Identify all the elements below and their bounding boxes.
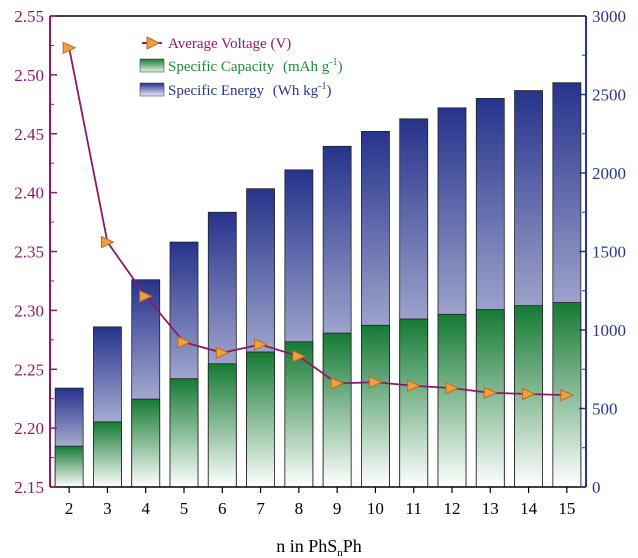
voltage-point-7: [254, 338, 268, 351]
capacity-bar-9: [322, 332, 352, 488]
left-tick-label-2.55: 2.55: [14, 7, 44, 26]
voltage-point-8: [292, 350, 307, 363]
right-tick-label-500: 500: [592, 400, 618, 419]
left-tick-label-2.20: 2.20: [14, 419, 44, 438]
capacity-bar-13: [475, 309, 505, 488]
legend-capacity-label: Specific Capacity (mAh g-1): [168, 57, 343, 75]
right-tick-label-3000: 3000: [592, 7, 626, 26]
right-tick-label-0: 0: [592, 478, 601, 497]
x-tick-label-11: 11: [406, 499, 422, 518]
left-tick-label-2.25: 2.25: [14, 360, 44, 379]
right-tick-label-1000: 1000: [592, 321, 626, 340]
x-tick-label-3: 3: [103, 499, 112, 518]
legend-energy-unit-tail: ): [326, 83, 331, 99]
voltage-point-3: [100, 235, 115, 249]
x-tick-label-13: 13: [482, 499, 499, 518]
x-tick-label-4: 4: [141, 499, 150, 518]
left-tick-label-2.15: 2.15: [14, 478, 44, 497]
capacity-bar-4: [131, 398, 161, 488]
x-tick-label-8: 8: [295, 499, 304, 518]
legend-energy-unit-sup: -1: [318, 81, 326, 92]
voltage-point-14: [522, 387, 536, 401]
left-tick-label-2.30: 2.30: [14, 301, 44, 320]
voltage-point-6: [215, 346, 230, 360]
legend-energy-label: Specific Energy (Wh kg-1): [168, 81, 331, 99]
x-tick-label-6: 6: [218, 499, 227, 518]
legend-energy-swatch: [139, 82, 165, 97]
capacity-bar-3: [93, 421, 122, 488]
legend-capacity-unit: (mAh g: [283, 59, 330, 75]
voltage-point-4: [139, 289, 153, 303]
right-tick-label-2000: 2000: [592, 164, 626, 183]
legend-voltage-label: Average Voltage (V): [168, 36, 291, 52]
x-tick-label-10: 10: [367, 499, 384, 518]
bars-layer: [54, 82, 582, 488]
x-tick-label-5: 5: [180, 499, 189, 518]
legend-energy-unit: (Wh kg: [273, 83, 319, 99]
capacity-bar-5: [169, 378, 199, 488]
x-tick-label-9: 9: [333, 499, 342, 518]
legend-capacity-unit-tail: ): [338, 59, 343, 75]
x-axis-label: n in PhSnPh: [276, 536, 362, 558]
left-tick-label-2.35: 2.35: [14, 243, 44, 262]
x-tick-label-12: 12: [444, 499, 461, 518]
voltage-point-2: [62, 41, 77, 55]
legend: Average Voltage (V) Specific Capacity (m…: [139, 36, 343, 99]
x-tick-label-14: 14: [520, 499, 538, 518]
left-tick-label-2.50: 2.50: [14, 66, 44, 85]
voltage-point-11: [407, 379, 421, 393]
capacity-bar-12: [437, 313, 467, 488]
voltage-point-10: [368, 375, 383, 389]
x-tick-label-2: 2: [65, 499, 74, 518]
left-tick-label-2.40: 2.40: [14, 184, 44, 203]
voltage-line-layer: [62, 41, 575, 402]
capacity-bar-6: [207, 363, 237, 488]
voltage-point-15: [560, 388, 575, 402]
axes-layer: 2.15 2.20 2.25 2.30 2.35 2.40 2.45 2.50 2.55 0 500…: [14, 7, 626, 518]
right-tick-label-1500: 1500: [592, 243, 626, 262]
x-tick-label-7: 7: [256, 499, 265, 518]
x-tick-label-15: 15: [558, 499, 575, 518]
legend-energy-name: Specific Energy: [168, 83, 264, 99]
voltage-point-9: [330, 377, 345, 390]
x-axis-label-main: n in PhS: [276, 536, 337, 556]
capacity-bar-8: [284, 341, 314, 488]
capacity-bar-2: [54, 445, 84, 488]
left-tick-label-2.45: 2.45: [14, 125, 44, 144]
capacity-bar-11: [399, 318, 429, 488]
capacity-bar-10: [361, 324, 390, 488]
x-axis-label-sub: n: [337, 547, 343, 558]
voltage-point-12: [445, 381, 460, 395]
legend-capacity-unit-sup: -1: [329, 57, 337, 68]
legend-voltage-marker: [146, 36, 161, 50]
x-axis-label-tail: Ph: [343, 536, 362, 556]
voltage-point-5: [177, 335, 192, 349]
legend-capacity-swatch: [139, 58, 165, 73]
legend-capacity-name: Specific Capacity: [168, 59, 275, 75]
right-tick-label-2500: 2500: [592, 86, 626, 105]
capacity-bar-7: [246, 351, 275, 488]
voltage-point-13: [483, 386, 498, 400]
